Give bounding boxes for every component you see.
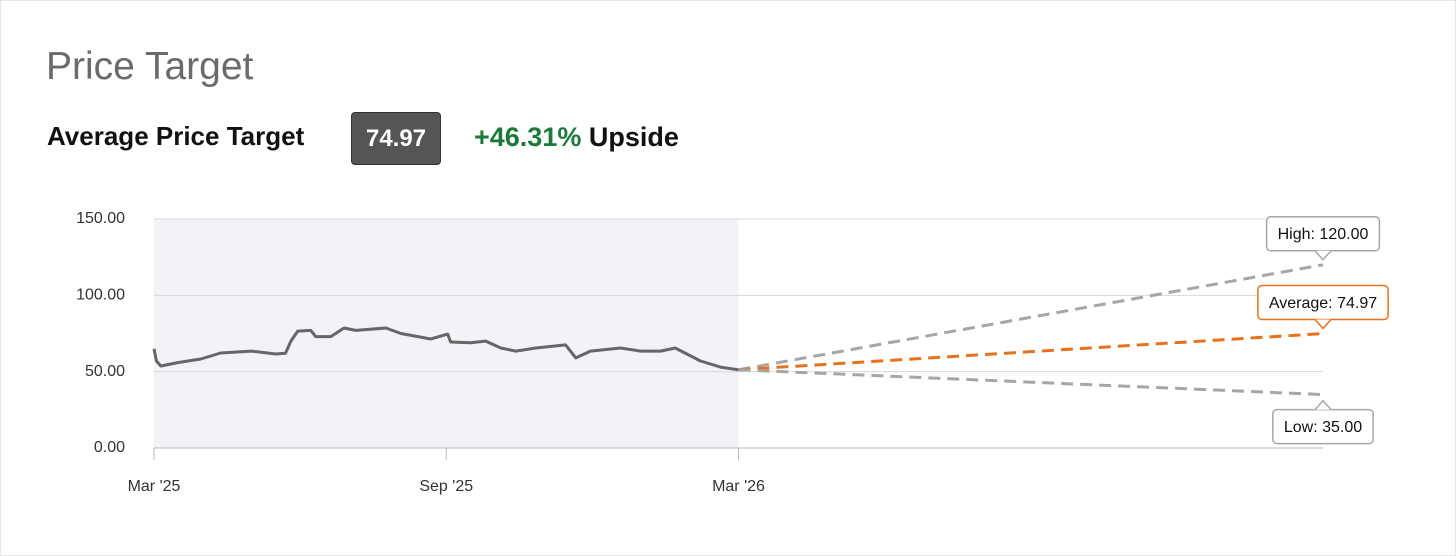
x-tick-label: Sep '25 xyxy=(419,478,473,495)
y-tick-label: 100.00 xyxy=(76,287,125,304)
target-label: High: 120.00 xyxy=(1265,216,1381,261)
change: +46.31% Upside xyxy=(474,122,679,153)
target-label: Average: 74.97 xyxy=(1257,284,1389,330)
y-tick-label: 50.00 xyxy=(85,363,125,380)
badge: 74.97 xyxy=(351,112,441,165)
target-label-text: High: 120.00 xyxy=(1278,226,1369,243)
target-label: Low: 35.00 xyxy=(1272,399,1374,445)
target-line xyxy=(738,368,1324,397)
target-label-pointer xyxy=(1314,319,1332,330)
label: Average Price Target xyxy=(47,121,305,151)
target-label-text: Low: 35.00 xyxy=(1284,419,1362,436)
x-tick-label: Mar '26 xyxy=(712,478,765,495)
title: Price Target xyxy=(46,45,254,88)
y-tick-label: 0.00 xyxy=(94,439,125,456)
target-line xyxy=(738,332,1324,372)
change-value: +46.31% xyxy=(474,122,582,152)
x-tick-label: Mar '25 xyxy=(128,478,181,495)
y-tick-label: 150.00 xyxy=(76,210,125,227)
change-word: Upside xyxy=(588,122,679,152)
target-label-text: Average: 74.97 xyxy=(1269,295,1377,312)
target-label-pointer xyxy=(1314,250,1332,261)
target-line xyxy=(738,263,1324,372)
target-label-pointer xyxy=(1314,399,1332,411)
price-line xyxy=(152,326,739,372)
